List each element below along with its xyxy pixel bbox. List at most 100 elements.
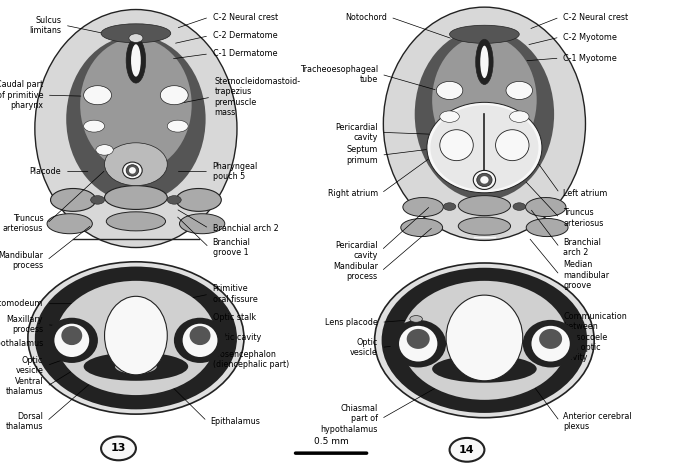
Ellipse shape xyxy=(105,296,167,375)
Ellipse shape xyxy=(35,267,237,409)
Ellipse shape xyxy=(464,362,505,376)
Text: Median
mandibular
groove: Median mandibular groove xyxy=(563,260,609,290)
Text: Notochord: Notochord xyxy=(345,13,387,21)
Ellipse shape xyxy=(475,40,493,85)
Ellipse shape xyxy=(431,105,539,190)
Ellipse shape xyxy=(436,81,463,99)
Ellipse shape xyxy=(160,86,188,105)
Text: Ventral
thalamus: Ventral thalamus xyxy=(6,377,43,396)
Text: Epithalamus: Epithalamus xyxy=(210,417,261,426)
Ellipse shape xyxy=(66,36,206,202)
Ellipse shape xyxy=(101,24,171,43)
Ellipse shape xyxy=(180,214,225,234)
Ellipse shape xyxy=(115,359,157,374)
Text: Branchial
arch 2: Branchial arch 2 xyxy=(563,238,601,257)
Text: Anterior cerebral
plexus: Anterior cerebral plexus xyxy=(563,412,631,431)
Ellipse shape xyxy=(399,326,438,362)
Text: Optic cavity: Optic cavity xyxy=(213,333,261,341)
Ellipse shape xyxy=(123,162,142,179)
Text: C-2 Neural crest: C-2 Neural crest xyxy=(563,13,628,21)
Text: Pericardial
cavity: Pericardial cavity xyxy=(335,123,378,142)
Ellipse shape xyxy=(480,176,489,184)
Ellipse shape xyxy=(35,10,237,248)
Ellipse shape xyxy=(84,120,105,132)
Text: C-2 Myotome: C-2 Myotome xyxy=(563,33,617,41)
Text: Pharyngeal
pouch 5: Pharyngeal pouch 5 xyxy=(213,162,258,181)
Ellipse shape xyxy=(401,218,443,237)
Text: Optic
vesicle: Optic vesicle xyxy=(15,356,43,375)
Text: Mandibular
process: Mandibular process xyxy=(0,251,43,270)
Ellipse shape xyxy=(54,324,89,357)
Ellipse shape xyxy=(91,196,105,204)
Ellipse shape xyxy=(51,188,96,211)
Ellipse shape xyxy=(443,203,456,210)
Ellipse shape xyxy=(459,217,510,235)
Ellipse shape xyxy=(506,81,533,99)
Ellipse shape xyxy=(440,129,473,161)
Ellipse shape xyxy=(473,170,496,189)
Text: Right atrium: Right atrium xyxy=(328,189,378,198)
Ellipse shape xyxy=(427,102,542,193)
Text: Caudal part
of primitive
pharynx: Caudal part of primitive pharynx xyxy=(0,80,43,110)
Text: Sulcus
limitans: Sulcus limitans xyxy=(29,16,61,35)
Ellipse shape xyxy=(415,29,554,200)
Ellipse shape xyxy=(496,129,529,161)
Text: Septum
primum: Septum primum xyxy=(346,146,378,165)
Ellipse shape xyxy=(125,309,146,347)
Ellipse shape xyxy=(510,111,529,122)
Ellipse shape xyxy=(176,188,222,211)
Text: Prosencephalon
(diencephalic part): Prosencephalon (diencephalic part) xyxy=(213,350,289,369)
Ellipse shape xyxy=(401,281,568,400)
Circle shape xyxy=(101,436,136,460)
Ellipse shape xyxy=(106,212,166,231)
Ellipse shape xyxy=(432,36,537,164)
Ellipse shape xyxy=(105,143,167,186)
Text: Hypothalamus: Hypothalamus xyxy=(0,339,43,348)
Ellipse shape xyxy=(126,165,139,176)
Text: Pericardial
cavity: Pericardial cavity xyxy=(335,241,378,260)
Circle shape xyxy=(450,438,484,462)
Ellipse shape xyxy=(513,203,526,210)
Text: Stomodeum: Stomodeum xyxy=(0,299,43,308)
Text: Tracheoesophageal
tube: Tracheoesophageal tube xyxy=(300,65,378,84)
Text: C-2 Dermatome: C-2 Dermatome xyxy=(213,31,277,40)
Ellipse shape xyxy=(523,320,579,367)
Text: Truncus
arteriosus: Truncus arteriosus xyxy=(3,214,43,233)
Ellipse shape xyxy=(190,326,210,345)
Ellipse shape xyxy=(539,329,562,349)
Ellipse shape xyxy=(410,316,422,322)
Text: Left atrium: Left atrium xyxy=(563,189,608,198)
Ellipse shape xyxy=(105,186,167,209)
Ellipse shape xyxy=(129,167,136,174)
Ellipse shape xyxy=(450,25,519,43)
Ellipse shape xyxy=(84,352,188,381)
Ellipse shape xyxy=(390,320,446,367)
Ellipse shape xyxy=(477,173,492,187)
Ellipse shape xyxy=(131,44,141,77)
Ellipse shape xyxy=(531,326,570,362)
Text: Lens placode: Lens placode xyxy=(325,318,378,327)
Ellipse shape xyxy=(56,281,216,395)
Ellipse shape xyxy=(183,324,217,357)
Ellipse shape xyxy=(480,46,489,78)
Text: Branchial
groove 1: Branchial groove 1 xyxy=(213,238,250,257)
Ellipse shape xyxy=(80,38,192,171)
Text: Chiasmal
part of
hypothalamus: Chiasmal part of hypothalamus xyxy=(321,404,378,434)
Ellipse shape xyxy=(382,268,587,413)
Text: Mandibular
process: Mandibular process xyxy=(332,262,378,281)
Ellipse shape xyxy=(403,198,443,217)
Text: 14: 14 xyxy=(459,445,475,455)
Ellipse shape xyxy=(46,318,98,363)
Ellipse shape xyxy=(407,329,429,349)
Ellipse shape xyxy=(129,34,143,42)
Text: C-1 Myotome: C-1 Myotome xyxy=(563,54,617,62)
Ellipse shape xyxy=(432,355,537,383)
Ellipse shape xyxy=(383,7,585,240)
Ellipse shape xyxy=(47,214,92,234)
Ellipse shape xyxy=(440,111,459,122)
Ellipse shape xyxy=(96,145,114,155)
Ellipse shape xyxy=(61,326,82,345)
Text: Maxillary
process: Maxillary process xyxy=(7,315,43,334)
Text: Communication
between
prosocoele
and optic
cavity: Communication between prosocoele and opt… xyxy=(563,312,627,362)
Text: Primitive
oral fissure: Primitive oral fissure xyxy=(213,285,257,304)
